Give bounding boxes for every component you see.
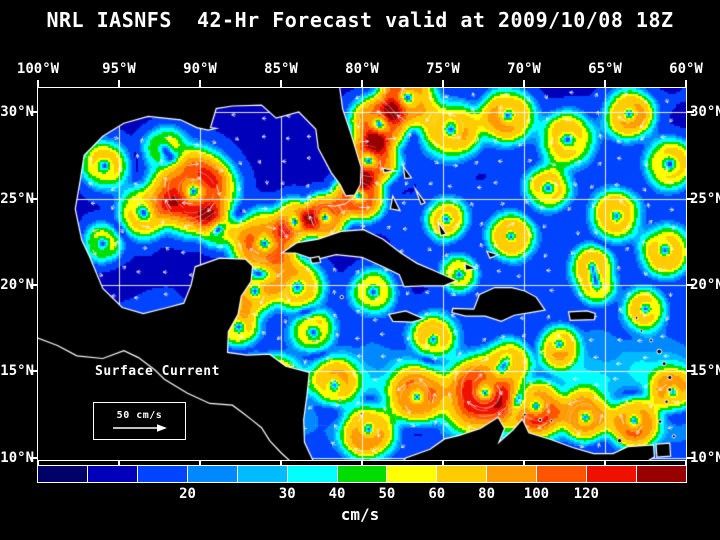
colorbar-segment: [487, 466, 537, 482]
colorbar-segment: [188, 466, 238, 482]
axis-tick: [604, 80, 606, 87]
axis-tick: [30, 284, 37, 286]
lon-label: 75°W: [426, 61, 460, 77]
axis-tick: [199, 80, 201, 87]
axis-tick: [37, 80, 39, 87]
lat-label-left: 25°N: [0, 191, 34, 207]
colorbar-tick-label: 50: [378, 486, 395, 502]
lat-label-right: 15°N: [690, 363, 720, 379]
axis-tick: [280, 80, 282, 87]
axis-tick: [37, 461, 39, 466]
lat-label-right: 30°N: [690, 104, 720, 120]
reference-arrow-icon: [112, 423, 168, 433]
axis-tick: [442, 461, 444, 466]
surface-current-label: Surface Current: [95, 364, 220, 379]
colorbar-segment: [387, 466, 437, 482]
lon-label: 60°W: [669, 61, 703, 77]
lat-label-left: 30°N: [0, 104, 34, 120]
colorbar-tick-label: 120: [574, 486, 599, 502]
lon-label: 100°W: [17, 61, 59, 77]
lat-label-right: 10°N: [690, 450, 720, 466]
axis-tick: [687, 284, 694, 286]
axis-tick: [442, 80, 444, 87]
lon-label: 90°W: [183, 61, 217, 77]
axis-tick: [30, 457, 37, 459]
lon-label: 70°W: [507, 61, 541, 77]
lon-label: 80°W: [345, 61, 379, 77]
lat-label-right: 20°N: [690, 277, 720, 293]
colorbar: [37, 465, 687, 483]
axis-tick: [687, 370, 694, 372]
axis-tick: [523, 461, 525, 466]
axis-tick: [30, 198, 37, 200]
colorbar-tick-label: 30: [279, 486, 296, 502]
map-frame: Surface Current 50 cm/s: [37, 87, 687, 461]
axis-tick: [118, 461, 120, 466]
forecast-page: NRL IASNFS 42-Hr Forecast valid at 2009/…: [0, 0, 720, 540]
colorbar-tick-label: 80: [478, 486, 495, 502]
colorbar-units-label: cm/s: [0, 505, 720, 524]
axis-tick: [30, 111, 37, 113]
axis-tick: [687, 198, 694, 200]
axis-tick: [118, 80, 120, 87]
colorbar-segment: [88, 466, 138, 482]
reference-scale-label: 50 cm/s: [117, 410, 163, 421]
axis-tick: [30, 370, 37, 372]
axis-tick: [685, 80, 687, 87]
colorbar-tick-label: 20: [179, 486, 196, 502]
colorbar-tick-label: 60: [428, 486, 445, 502]
lon-label: 85°W: [264, 61, 298, 77]
axis-tick: [604, 461, 606, 466]
axis-tick: [687, 457, 694, 459]
colorbar-segment: [138, 466, 188, 482]
axis-tick: [685, 461, 687, 466]
lat-label-left: 10°N: [0, 450, 34, 466]
axis-tick: [199, 461, 201, 466]
colorbar-segment: [238, 466, 288, 482]
colorbar-segment: [537, 466, 587, 482]
reference-scale-box: 50 cm/s: [93, 402, 186, 440]
lat-label-left: 20°N: [0, 277, 34, 293]
lon-label: 65°W: [588, 61, 622, 77]
lat-label-right: 25°N: [690, 191, 720, 207]
axis-tick: [687, 111, 694, 113]
axis-tick: [361, 461, 363, 466]
colorbar-segment: [437, 466, 487, 482]
colorbar-tick-label: 40: [329, 486, 346, 502]
colorbar-segment: [338, 466, 388, 482]
page-title: NRL IASNFS 42-Hr Forecast valid at 2009/…: [0, 8, 720, 32]
lat-label-left: 15°N: [0, 363, 34, 379]
colorbar-segment: [38, 466, 88, 482]
axis-tick: [361, 80, 363, 87]
axis-tick: [280, 461, 282, 466]
axis-tick: [523, 80, 525, 87]
lon-label: 95°W: [102, 61, 136, 77]
colorbar-segment: [587, 466, 637, 482]
colorbar-segment: [637, 466, 686, 482]
colorbar-segment: [288, 466, 338, 482]
colorbar-tick-label: 100: [524, 486, 549, 502]
